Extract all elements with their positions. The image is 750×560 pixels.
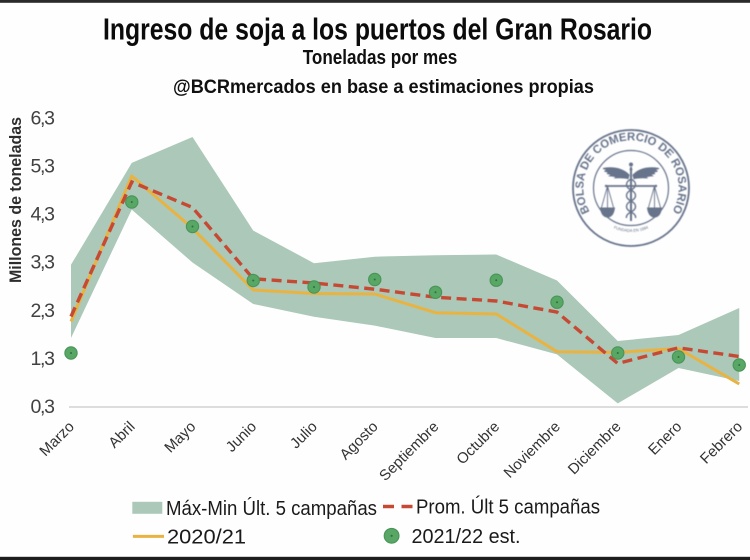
svg-text:3,3: 3,3	[31, 252, 56, 274]
svg-text:Máx-Min Últ. 5 campañas: Máx-Min Últ. 5 campañas	[166, 497, 377, 520]
svg-text:@BCRmercados en base a estimac: @BCRmercados en base a estimaciones prop…	[173, 76, 594, 98]
svg-text:Toneladas por mes: Toneladas por mes	[303, 47, 458, 69]
svg-text:FUNDADA EN 1884: FUNDADA EN 1884	[613, 224, 649, 233]
svg-text:2021/22 est.: 2021/22 est.	[412, 526, 521, 548]
svg-text:0,3: 0,3	[31, 396, 56, 418]
svg-text:Ingreso de soja a los puertos: Ingreso de soja a los puertos del Gran R…	[103, 11, 652, 46]
svg-text:2,3: 2,3	[31, 300, 56, 322]
svg-text:4,3: 4,3	[31, 204, 56, 226]
svg-text:5,3: 5,3	[31, 156, 56, 178]
svg-text:Prom. Últ 5 campañas: Prom. Últ 5 campañas	[416, 496, 600, 519]
svg-text:6,3: 6,3	[31, 107, 56, 129]
svg-text:2020/21: 2020/21	[167, 527, 246, 549]
svg-text:Millones de toneladas: Millones de toneladas	[7, 117, 25, 283]
svg-text:1,3: 1,3	[31, 348, 56, 370]
